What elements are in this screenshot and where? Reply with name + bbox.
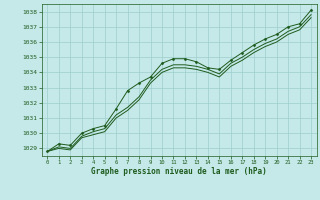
X-axis label: Graphe pression niveau de la mer (hPa): Graphe pression niveau de la mer (hPa) [91, 167, 267, 176]
